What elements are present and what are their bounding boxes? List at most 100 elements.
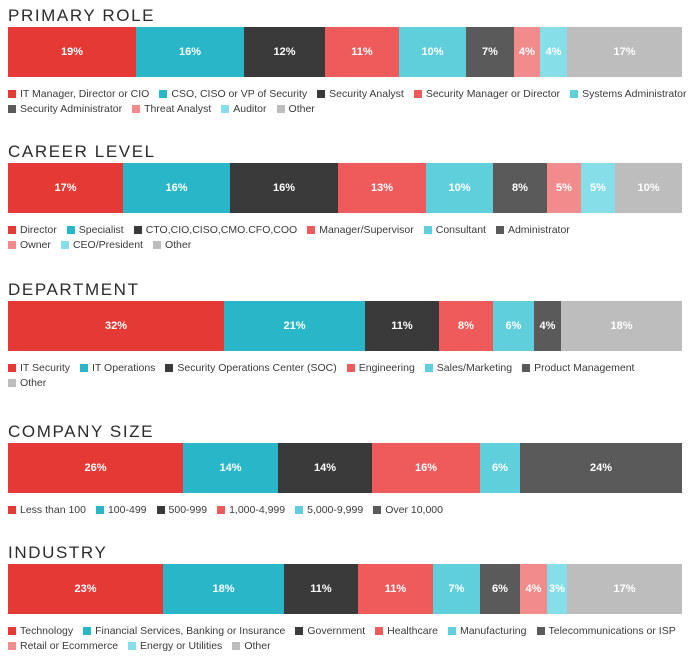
- legend-item: CTO,CIO,CISO,CMO.CFO,COO: [133, 224, 297, 236]
- data-label: 13%: [370, 182, 394, 194]
- legend-swatch: [165, 364, 174, 372]
- legend-label: Energy or Utilities: [140, 640, 223, 652]
- data-label: 11%: [391, 320, 413, 332]
- legend-row: Other: [8, 377, 56, 391]
- bar-segment-cto-cio-ciso-cmo-cfo-coo: [230, 163, 338, 213]
- data-label: 23%: [74, 583, 97, 595]
- legend-item: Other: [152, 239, 192, 251]
- legend-item: Other: [232, 640, 271, 652]
- stacked-bar: 19% 16% 12% 11% 10% 7% 4% 4% 17%: [8, 27, 682, 77]
- bar-segment-over-10-000: [520, 443, 682, 493]
- legend-swatch: [152, 241, 161, 249]
- bar-segment-manufacturing: [433, 564, 480, 614]
- legend-row: Owner CEO/President Other: [8, 239, 201, 253]
- legend-label: Security Analyst: [329, 88, 404, 100]
- data-label: 6%: [492, 462, 508, 474]
- legend-swatch: [307, 226, 316, 234]
- legend-item: Director: [8, 224, 57, 236]
- data-label: 18%: [212, 583, 235, 595]
- bar-segment-technology: [8, 564, 163, 614]
- legend-swatch: [232, 642, 241, 650]
- data-label: 5%: [590, 182, 606, 194]
- legend-label: Administrator: [507, 224, 570, 236]
- legend-label: Financial Services, Banking or Insurance: [95, 625, 286, 637]
- legend-label: 1,000-4,999: [229, 504, 286, 516]
- legend-label: Technology: [20, 625, 74, 637]
- data-label: 4%: [539, 320, 556, 332]
- legend-label: Systems Administrator: [582, 88, 687, 100]
- bar-segment-other: [567, 564, 682, 614]
- bar-segment-threat-analyst: [514, 27, 540, 77]
- career-level-section: CAREER LEVEL 17% 16% 16% 13% 10% 8% 5% 5% 10% Dire…: [8, 142, 684, 262]
- data-label: 4%: [519, 46, 535, 58]
- legend-label: CSO, CISO or VP of Security: [171, 88, 308, 100]
- bar-segment-manager-supervisor: [338, 163, 426, 213]
- legend-item: Administrator: [495, 224, 570, 236]
- legend-label: IT Manager, Director or CIO: [20, 88, 150, 100]
- legend-swatch: [346, 364, 355, 372]
- legend-label: Sales/Marketing: [436, 362, 513, 374]
- bar-segment-retail-or-ecommerce: [520, 564, 547, 614]
- data-label: 16%: [165, 182, 188, 194]
- stacked-bar: 32% 21% 11% 8% 6% 4% 18%: [8, 301, 682, 351]
- legend-swatch: [295, 627, 304, 635]
- legend-item: Technology: [8, 625, 73, 637]
- legend-label: 5,000-9,999: [307, 504, 364, 516]
- legend-label: Telecommunications or ISP: [548, 625, 676, 637]
- legend-item: IT Security: [8, 362, 70, 374]
- legend-label: Over 10,000: [385, 504, 443, 516]
- legend-label: IT Operations: [92, 362, 156, 374]
- data-label: 17%: [54, 182, 77, 194]
- bar-segment-security-analyst: [244, 27, 325, 77]
- data-label: 8%: [458, 320, 474, 332]
- legend-swatch: [522, 364, 531, 372]
- legend-swatch: [570, 90, 579, 98]
- legend-swatch: [128, 642, 137, 650]
- bar-segment-product-management: [534, 301, 561, 351]
- legend-swatch: [8, 226, 16, 234]
- legend-swatch: [217, 506, 226, 514]
- legend-label: Owner: [20, 239, 51, 251]
- legend-label: Engineering: [358, 362, 415, 374]
- legend-label: Other: [288, 103, 315, 115]
- bar-segment-healthcare: [358, 564, 433, 614]
- legend-swatch: [536, 627, 545, 635]
- legend-swatch: [60, 241, 69, 249]
- stacked-bar: 26% 14% 14% 16% 6% 24%: [8, 443, 682, 493]
- legend-item: Systems Administrator: [570, 88, 687, 100]
- legend-label: Other: [164, 239, 192, 251]
- bar-segment-it-security: [8, 301, 224, 351]
- legend-swatch: [159, 90, 168, 98]
- legend-item: 5,000-9,999: [295, 504, 363, 516]
- legend-label: Auditor: [233, 103, 267, 115]
- legend-item: Manager/Supervisor: [307, 224, 414, 236]
- data-label: 16%: [178, 46, 202, 58]
- legend-item: Specialist: [66, 224, 124, 236]
- legend-item: Consultant: [423, 224, 486, 236]
- legend-label: IT Security: [20, 362, 70, 374]
- data-label: 10%: [421, 46, 444, 58]
- legend-label: Specialist: [78, 224, 124, 236]
- legend-row: IT Security IT Operations Security Operati…: [8, 362, 644, 376]
- legend-label: Healthcare: [387, 625, 438, 637]
- bar-segment-telecommunications-or-isp: [480, 564, 520, 614]
- data-label: 8%: [512, 182, 528, 194]
- data-label: 18%: [610, 320, 633, 332]
- bar-segment-1-000-4-999: [372, 443, 480, 493]
- company-size-section: COMPANY SIZE 26% 14% 14% 16% 6% 24% Less than 1…: [8, 422, 684, 542]
- primary-role-section: PRIMARY ROLE 19% 16% 12% 11% 10% 7% 4% 4% 17% IT M…: [8, 6, 687, 126]
- legend-swatch: [8, 105, 16, 113]
- legend-swatch: [8, 379, 16, 387]
- legend-swatch: [8, 364, 16, 372]
- legend-swatch: [8, 241, 16, 249]
- data-label: 17%: [613, 583, 636, 595]
- legend-item: 100-499: [95, 504, 147, 516]
- legend-swatch: [295, 506, 304, 514]
- legend-row: Security Administrator Threat Analyst Audi…: [8, 103, 325, 117]
- legend-item: CEO/President: [60, 239, 143, 251]
- legend-label: Government: [307, 625, 366, 637]
- legend-item: Other: [276, 103, 315, 115]
- legend-label: Threat Analyst: [144, 103, 212, 115]
- legend-label: Consultant: [435, 224, 486, 236]
- legend-item: Auditor: [221, 103, 267, 115]
